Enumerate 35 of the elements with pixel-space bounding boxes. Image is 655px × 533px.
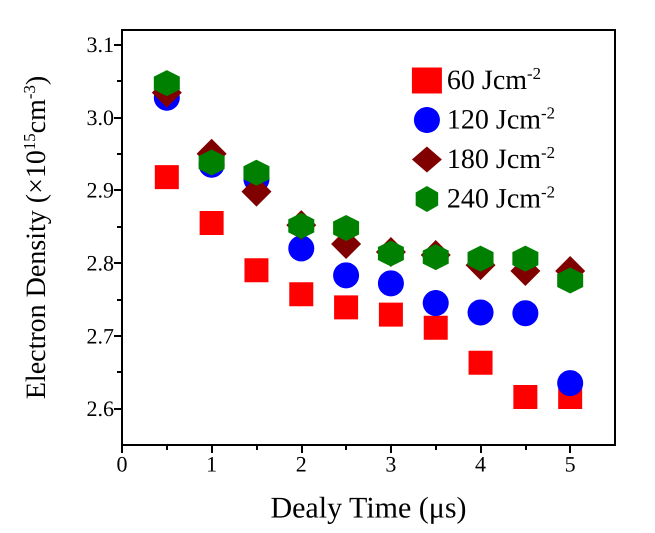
x-tick-label: 3	[385, 452, 396, 476]
x-tick-label: 1	[206, 452, 218, 476]
point	[288, 235, 314, 262]
point	[468, 299, 494, 326]
point	[468, 246, 494, 272]
y-tick-label: 2.8	[86, 250, 114, 276]
x-tick-label: 2	[296, 452, 307, 476]
y-tick-label: 3.0	[86, 104, 114, 130]
y-tick-label: 3.1	[86, 32, 114, 58]
point	[289, 282, 314, 306]
point	[557, 370, 584, 396]
y-axis-title: Electron Density (×1015cm-3)	[20, 76, 52, 400]
point	[154, 70, 180, 96]
x-tick-label: 5	[564, 452, 576, 476]
y-tick-label: 2.7	[86, 323, 114, 348]
x-tick-label: 4	[475, 452, 486, 476]
point	[422, 290, 449, 316]
point	[333, 262, 360, 288]
x-axis-title: Dealy Time (μs)	[270, 492, 467, 524]
y-tick-label: 2.9	[86, 178, 114, 203]
point	[512, 300, 538, 326]
point	[154, 165, 179, 190]
point	[200, 210, 224, 235]
point	[333, 215, 360, 242]
point	[378, 302, 403, 327]
point	[334, 295, 358, 320]
x-tick-label: 0	[116, 452, 128, 476]
point	[424, 316, 448, 340]
point	[557, 267, 584, 294]
point	[512, 246, 538, 272]
y-tick-label: 2.6	[86, 396, 114, 422]
point	[378, 270, 404, 296]
point	[244, 258, 268, 282]
point	[513, 384, 538, 409]
point	[468, 350, 493, 375]
